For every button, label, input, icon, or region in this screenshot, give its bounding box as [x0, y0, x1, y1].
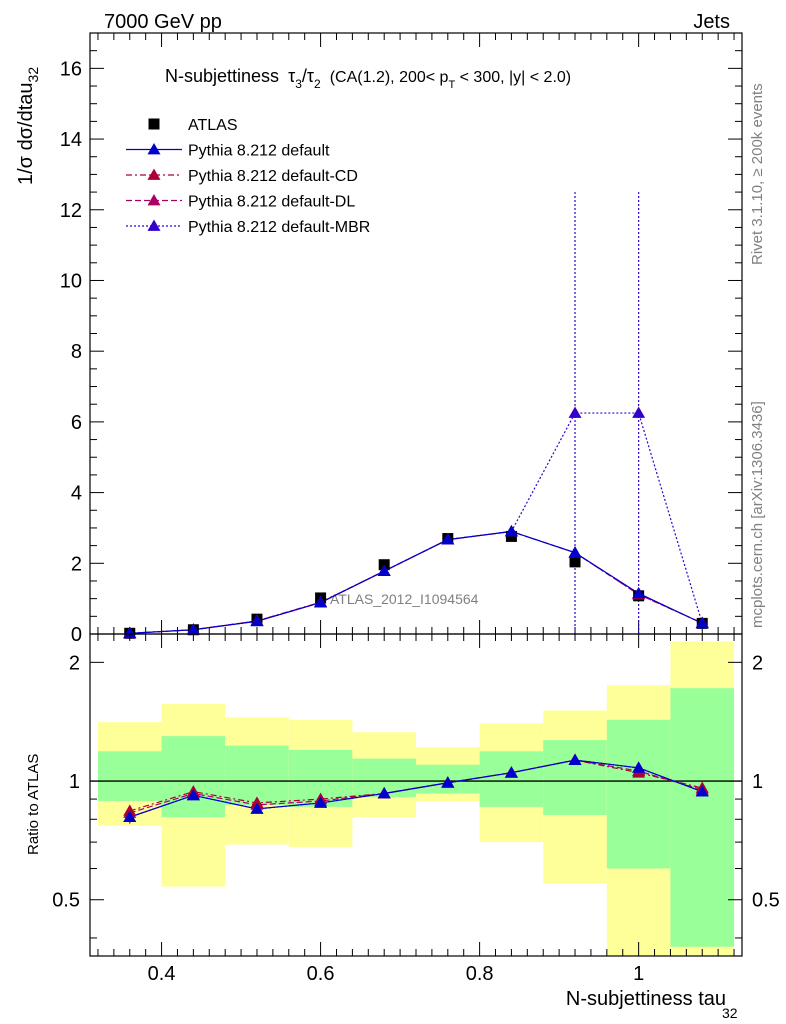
x-axis-label: N-subjettiness tau	[566, 988, 726, 1010]
legend: ATLAS Pythia 8.212 default Pythia 8.212 de…	[126, 117, 370, 236]
title-sub2: 2	[314, 77, 321, 91]
x-tick-label: 0.8	[466, 963, 494, 985]
ratio-series-marker	[695, 785, 709, 797]
title-tau3: τ	[288, 66, 295, 86]
legend-label: Pythia 8.212 default-CD	[188, 168, 358, 185]
main-series-marker	[441, 533, 455, 545]
ratio-series-marker	[504, 766, 518, 778]
main-series-marker	[632, 406, 646, 418]
rivet-label: Rivet 3.1.10, ≥ 200k events	[749, 83, 766, 265]
title-prefix: N-subjettiness	[165, 66, 279, 86]
legend-label: Pythia 8.212 default-MBR	[188, 219, 370, 236]
analysis-watermark: ATLAS_2012_I1094564	[330, 591, 479, 607]
main-series-marker	[632, 586, 646, 599]
inner-band-bin	[670, 688, 735, 947]
title-sub3: 3	[295, 77, 302, 91]
ratio-series-marker	[632, 761, 646, 773]
legend-label: Pythia 8.212 default-DL	[188, 194, 355, 211]
main-y-tick-label: 10	[60, 270, 82, 292]
main-series-marker	[695, 616, 709, 629]
main-y-label-main: 1/σ dσ/dtau	[15, 82, 37, 185]
ratio-y-tick-label-right: 1	[752, 771, 763, 793]
title-slash: /	[302, 66, 307, 86]
main-series-marker	[568, 546, 582, 558]
atlas-data-point	[569, 556, 581, 568]
ratio-series-marker	[123, 810, 137, 823]
main-y-tick-label: 14	[60, 129, 82, 151]
mcplots-label: mcplots.cern.ch [arXiv:1306.3436]	[749, 401, 766, 628]
header-right: Jets	[693, 11, 730, 33]
x-tick-label: 0.6	[307, 963, 335, 985]
title-cut2: < 300, |y| < 2.0)	[455, 69, 571, 86]
main-series-marker	[314, 596, 328, 608]
ratio-y-tick-label-right: 0.5	[752, 890, 780, 912]
main-panel: 0 2 4 6 8 10 12 14 16	[60, 32, 743, 646]
legend-marker-atlas	[148, 118, 160, 130]
main-y-tick-label: 16	[60, 58, 82, 80]
legend-marker	[147, 194, 161, 206]
ratio-series-line	[129, 759, 703, 818]
inner-band-bin	[479, 751, 544, 807]
ratio-series-marker	[314, 796, 328, 808]
main-series-marker	[504, 524, 518, 537]
main-y-tick-label: 6	[71, 412, 82, 434]
title-cutsub: T	[448, 79, 455, 91]
legend-label: ATLAS	[188, 117, 238, 134]
ratio-series-marker	[250, 796, 264, 808]
inner-band-bin	[543, 740, 607, 816]
main-series-line	[129, 530, 703, 634]
ratio-panel: 0.4 0.6 0.8 1 0.5 0.5 1 1 2 2	[52, 633, 780, 985]
header-left: 7000 GeV pp	[104, 11, 222, 33]
ratio-y-tick-label-right: 2	[752, 652, 763, 674]
inner-band-bin	[225, 745, 289, 805]
main-y-label: 1/σ dσ/dtau32	[15, 67, 41, 185]
title-cut1: (CA(1.2), 200< p	[330, 69, 449, 86]
ratio-y-label: Ratio to ATLAS	[25, 754, 42, 855]
ratio-series-marker	[250, 802, 264, 814]
x-tick-label: 1	[633, 963, 644, 985]
main-series-line	[129, 530, 703, 634]
title-tau2: τ	[307, 66, 314, 86]
x-tick-label: 0.4	[148, 963, 176, 985]
ratio-series-marker	[123, 804, 137, 816]
main-series-marker	[568, 406, 582, 418]
main-series-marker	[250, 614, 264, 627]
ratio-bands	[97, 641, 735, 956]
plot-title: N-subjettiness τ3/τ2 (CA(1.2), 200< pT <…	[165, 66, 571, 92]
legend-marker	[147, 168, 161, 180]
main-y-tick-label: 12	[60, 200, 82, 222]
ratio-series-marker	[186, 788, 200, 801]
main-series-marker	[123, 626, 137, 639]
main-y-tick-label: 0	[71, 624, 82, 646]
ratio-y-tick-label: 2	[69, 652, 80, 674]
main-series-line	[129, 530, 703, 634]
ratio-series-marker	[568, 753, 582, 765]
x-axis-label-main: N-subjettiness tau	[566, 988, 726, 1010]
x-axis-label-sub: 32	[722, 1005, 738, 1021]
legend-label: Pythia 8.212 default	[188, 143, 330, 160]
inner-band-bin	[161, 736, 226, 818]
atlas-data-point	[505, 530, 517, 542]
inner-band-bin	[97, 751, 162, 802]
ratio-series-marker	[441, 776, 455, 788]
ratio-y-tick-label: 0.5	[52, 890, 80, 912]
legend-marker	[147, 219, 161, 231]
main-y-label-sub: 32	[25, 67, 41, 83]
ratio-series-marker	[377, 786, 391, 799]
main-y-tick-label: 8	[71, 341, 82, 363]
legend-marker	[147, 143, 161, 155]
main-series-marker	[186, 623, 200, 635]
main-series-marker	[377, 564, 391, 576]
main-y-tick-label: 2	[71, 553, 82, 575]
ratio-y-tick-label: 1	[69, 771, 80, 793]
inner-band-bin	[606, 719, 671, 869]
main-y-tick-label: 4	[71, 483, 82, 505]
